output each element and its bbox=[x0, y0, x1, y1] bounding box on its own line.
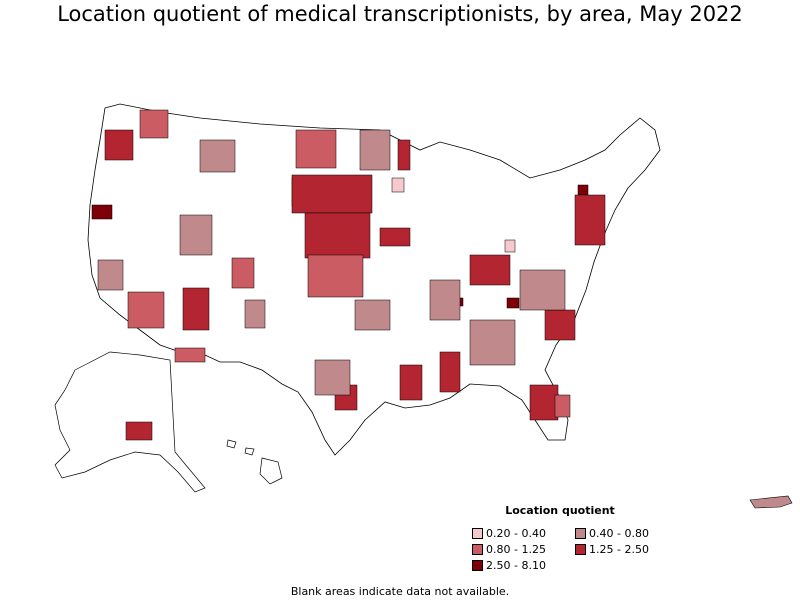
area-low bbox=[354, 299, 391, 331]
puerto-rico bbox=[749, 495, 793, 509]
area-high bbox=[182, 287, 210, 331]
legend-swatch bbox=[575, 544, 586, 555]
area-lowest bbox=[504, 239, 516, 253]
area-high bbox=[304, 212, 371, 259]
map-title: Location quotient of medical transcripti… bbox=[57, 2, 743, 26]
area-low bbox=[314, 359, 351, 396]
legend-label: 1.25 - 2.50 bbox=[589, 543, 649, 556]
area-mid bbox=[307, 254, 364, 298]
area-high bbox=[379, 227, 411, 247]
area-lowest bbox=[391, 177, 405, 193]
hawaii bbox=[226, 439, 283, 485]
area-dark bbox=[506, 297, 520, 309]
area-low bbox=[429, 279, 461, 321]
area-dark bbox=[91, 204, 113, 220]
area-mid bbox=[127, 291, 165, 329]
area-high bbox=[104, 129, 134, 161]
area-mid bbox=[139, 109, 169, 139]
area-mid bbox=[174, 347, 206, 363]
legend-label: 0.20 - 0.40 bbox=[486, 527, 546, 540]
legend-label: 0.40 - 0.80 bbox=[589, 527, 649, 540]
area-low bbox=[359, 129, 391, 171]
hawaii-island bbox=[259, 457, 283, 485]
area-high bbox=[544, 309, 576, 341]
area-dark bbox=[577, 184, 589, 196]
shaded-areas bbox=[91, 109, 606, 421]
alaska-shaded-area bbox=[125, 421, 153, 441]
legend-item-0-20-0-40: 0.20 - 0.40 bbox=[472, 527, 575, 540]
area-high bbox=[291, 174, 373, 214]
legend-item-1-25-2-50: 1.25 - 2.50 bbox=[575, 543, 675, 556]
area-high bbox=[469, 254, 511, 286]
area-low bbox=[97, 259, 124, 291]
alaska bbox=[54, 351, 206, 493]
area-high bbox=[574, 194, 606, 246]
area-low bbox=[519, 269, 566, 311]
puerto-rico-outline bbox=[749, 495, 793, 509]
legend-title: Location quotient bbox=[505, 504, 615, 517]
legend-item-2-50-8-10: 2.50 - 8.10 bbox=[472, 559, 575, 572]
area-low bbox=[179, 214, 213, 256]
area-high bbox=[529, 384, 559, 421]
area-mid bbox=[554, 394, 571, 418]
legend: Location quotient 0.20 - 0.40 0.40 - 0.8… bbox=[460, 504, 680, 572]
area-mid bbox=[231, 257, 255, 289]
area-mid bbox=[295, 129, 337, 169]
hawaii-island bbox=[244, 447, 255, 456]
area-low bbox=[469, 319, 516, 366]
legend-swatch bbox=[575, 528, 586, 539]
legend-item-0-80-1-25: 0.80 - 1.25 bbox=[472, 543, 575, 556]
area-high bbox=[399, 364, 423, 401]
legend-label: 0.80 - 1.25 bbox=[486, 543, 546, 556]
area-low bbox=[244, 299, 266, 329]
legend-grid: 0.20 - 0.40 0.40 - 0.80 0.80 - 1.25 1.25… bbox=[460, 527, 680, 572]
legend-swatch bbox=[472, 560, 483, 571]
hawaii-island bbox=[226, 439, 237, 449]
area-low bbox=[199, 139, 236, 173]
area-high bbox=[439, 351, 461, 393]
footnote: Blank areas indicate data not available. bbox=[290, 585, 510, 598]
legend-swatch bbox=[472, 544, 483, 555]
legend-swatch bbox=[472, 528, 483, 539]
area-high bbox=[397, 139, 411, 171]
legend-item-0-40-0-80: 0.40 - 0.80 bbox=[575, 527, 675, 540]
legend-label: 2.50 - 8.10 bbox=[486, 559, 546, 572]
